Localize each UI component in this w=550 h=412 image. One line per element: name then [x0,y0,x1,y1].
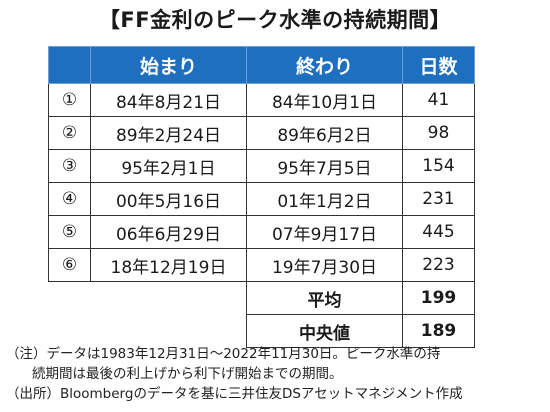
row-days: 231 [402,182,475,216]
table-row: ② 89年2月24日 89年6月2日 98 [48,116,475,150]
median-row: 中央値 189 [48,314,475,348]
row-days: 98 [402,116,475,150]
median-label: 中央値 [246,314,403,348]
row-start-date: 95年2月1日 [90,149,247,183]
row-days: 154 [402,149,475,183]
row-end-date: 89年6月2日 [246,116,403,150]
row-number: ③ [48,149,91,183]
blank-cell [48,281,247,315]
table-row: ④ 00年5月16日 01年1月2日 231 [48,182,475,216]
table-row: ① 84年8月21日 84年10月1日 41 [48,83,475,117]
average-value: 199 [402,281,475,315]
note-text: （注）データは1983年12月31日～2022年11月30日。ピーク水準の持 [6,346,441,362]
row-days: 41 [402,83,475,117]
duration-table: 始まり 終わり 日数 ① 84年8月21日 84年10月1日 41 ② 89年2… [48,46,475,348]
row-end-date: 95年7月5日 [246,149,403,183]
row-end-date: 84年10月1日 [246,83,403,117]
table-row: ③ 95年2月1日 95年7月5日 154 [48,149,475,183]
table-header-row: 始まり 終わり 日数 [48,46,475,84]
row-number: ① [48,83,91,117]
header-days: 日数 [402,46,475,84]
row-number: ② [48,116,91,150]
header-number [48,46,91,84]
row-end-date: 07年9月17日 [246,215,403,249]
average-label: 平均 [246,281,403,315]
source-text: （出所）Bloombergのデータを基に三井住友DSアセットマネジメント作成 [6,386,463,402]
row-start-date: 00年5月16日 [90,182,247,216]
row-end-date: 19年7月30日 [246,248,403,282]
table-row: ⑥ 18年12月19日 19年7月30日 223 [48,248,475,282]
row-number: ⑥ [48,248,91,282]
row-days: 223 [402,248,475,282]
page-title: 【FF金利のピーク水準の持続期間】 [98,8,452,32]
row-start-date: 84年8月21日 [90,83,247,117]
blank-cell [48,314,247,348]
row-start-date: 18年12月19日 [90,248,247,282]
header-end: 終わり [246,46,403,84]
row-days: 445 [402,215,475,249]
row-number: ⑤ [48,215,91,249]
footnotes: （注）データは1983年12月31日～2022年11月30日。ピーク水準の持 続… [6,344,546,404]
row-start-date: 89年2月24日 [90,116,247,150]
row-number: ④ [48,182,91,216]
row-end-date: 01年1月2日 [246,182,403,216]
header-start: 始まり [90,46,247,84]
median-value: 189 [402,314,475,348]
average-row: 平均 199 [48,281,475,315]
note-text-continued: 続期間は最後の利上げから利下げ開始までの期間。 [32,366,343,382]
table-row: ⑤ 06年6月29日 07年9月17日 445 [48,215,475,249]
row-start-date: 06年6月29日 [90,215,247,249]
